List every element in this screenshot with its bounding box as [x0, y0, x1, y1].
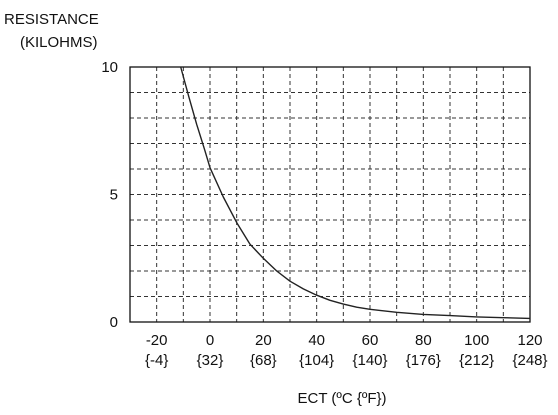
x-tick-label-celsius: 120: [517, 332, 542, 349]
x-tick-label-celsius: 0: [206, 332, 214, 349]
y-tick-label: 5: [110, 187, 118, 204]
plot-border: [129, 66, 531, 323]
x-tick-label-celsius: 100: [464, 332, 489, 349]
x-tick-label-celsius: 20: [255, 332, 272, 349]
series-group: [180, 66, 531, 320]
x-tick-label-fahrenheit: {-4}: [145, 352, 168, 369]
series-line-0: [180, 66, 531, 320]
x-tick-label-fahrenheit: {176}: [406, 352, 441, 369]
x-tick-label-fahrenheit: {212}: [459, 352, 494, 369]
x-tick-label-celsius: 80: [415, 332, 432, 349]
x-tick-label-fahrenheit: {104}: [299, 352, 334, 369]
grid-lines: [130, 67, 530, 322]
x-tick-labels: -20 {-4} 0 {32} 20 {68} 40 {104} 60 {140} 80 {176} 1…: [145, 332, 548, 369]
y-tick-label: 10: [101, 59, 118, 76]
x-tick-label-fahrenheit: {68}: [250, 352, 277, 369]
x-tick-label-fahrenheit: {140}: [352, 352, 387, 369]
x-tick-label-celsius: 40: [308, 332, 325, 349]
y-tick-label: 0: [110, 314, 118, 331]
x-tick-label-celsius: 60: [362, 332, 379, 349]
y-tick-labels: 0 5 10: [101, 59, 118, 331]
x-tick-label-fahrenheit: {32}: [197, 352, 224, 369]
plot-frame: [129, 66, 531, 323]
x-tick-label-celsius: -20: [146, 332, 168, 349]
x-axis-label: ECT (ºC {ºF}): [297, 390, 386, 407]
y-axis-label-line1: RESISTANCE: [4, 11, 99, 28]
x-tick-label-fahrenheit: {248}: [512, 352, 547, 369]
y-axis-label-line2: (KILOHMS): [20, 34, 98, 51]
